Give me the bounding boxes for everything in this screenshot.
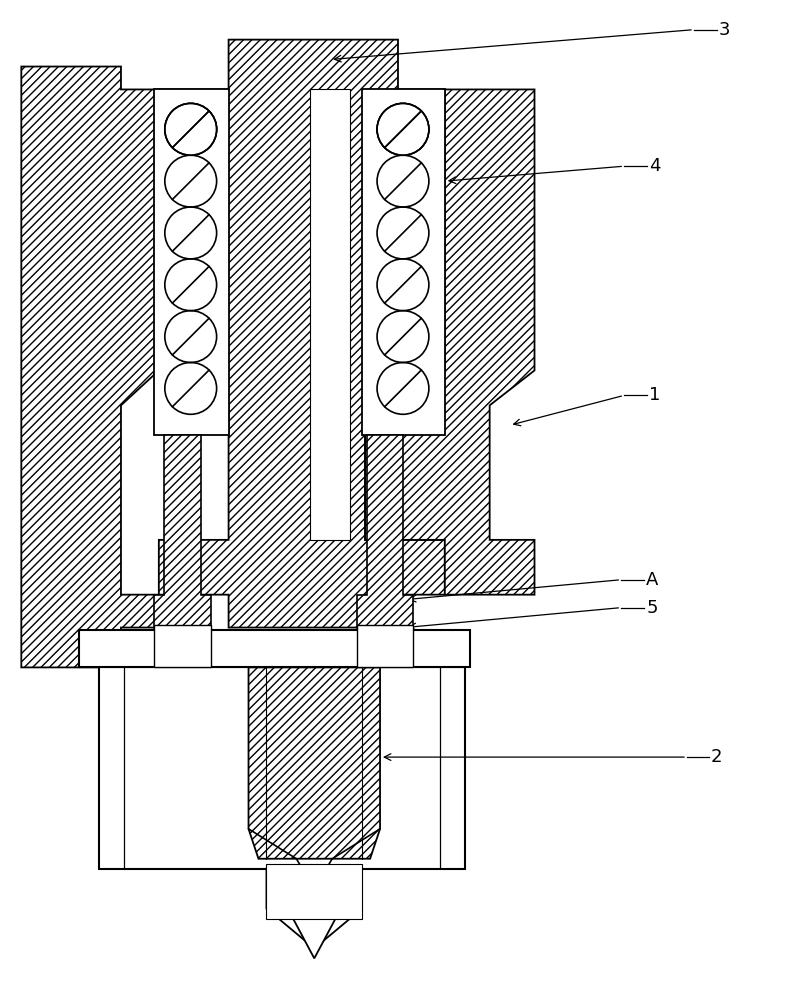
Polygon shape <box>267 869 362 948</box>
Polygon shape <box>154 435 211 628</box>
Polygon shape <box>154 89 229 435</box>
Polygon shape <box>267 869 362 958</box>
Polygon shape <box>357 625 413 667</box>
Polygon shape <box>357 435 413 628</box>
Polygon shape <box>159 40 445 628</box>
Polygon shape <box>249 667 380 859</box>
Circle shape <box>165 103 217 155</box>
Polygon shape <box>267 864 362 919</box>
Text: A: A <box>646 571 659 589</box>
Text: 5: 5 <box>646 599 657 617</box>
Text: 2: 2 <box>711 748 723 766</box>
Polygon shape <box>21 67 159 667</box>
Polygon shape <box>154 625 211 667</box>
Polygon shape <box>362 89 445 435</box>
Text: 4: 4 <box>649 157 660 175</box>
Circle shape <box>377 103 429 155</box>
Text: 3: 3 <box>719 21 731 39</box>
Polygon shape <box>310 89 350 540</box>
Polygon shape <box>365 89 534 595</box>
Polygon shape <box>99 667 465 869</box>
Polygon shape <box>79 630 469 667</box>
Text: 1: 1 <box>649 386 660 404</box>
